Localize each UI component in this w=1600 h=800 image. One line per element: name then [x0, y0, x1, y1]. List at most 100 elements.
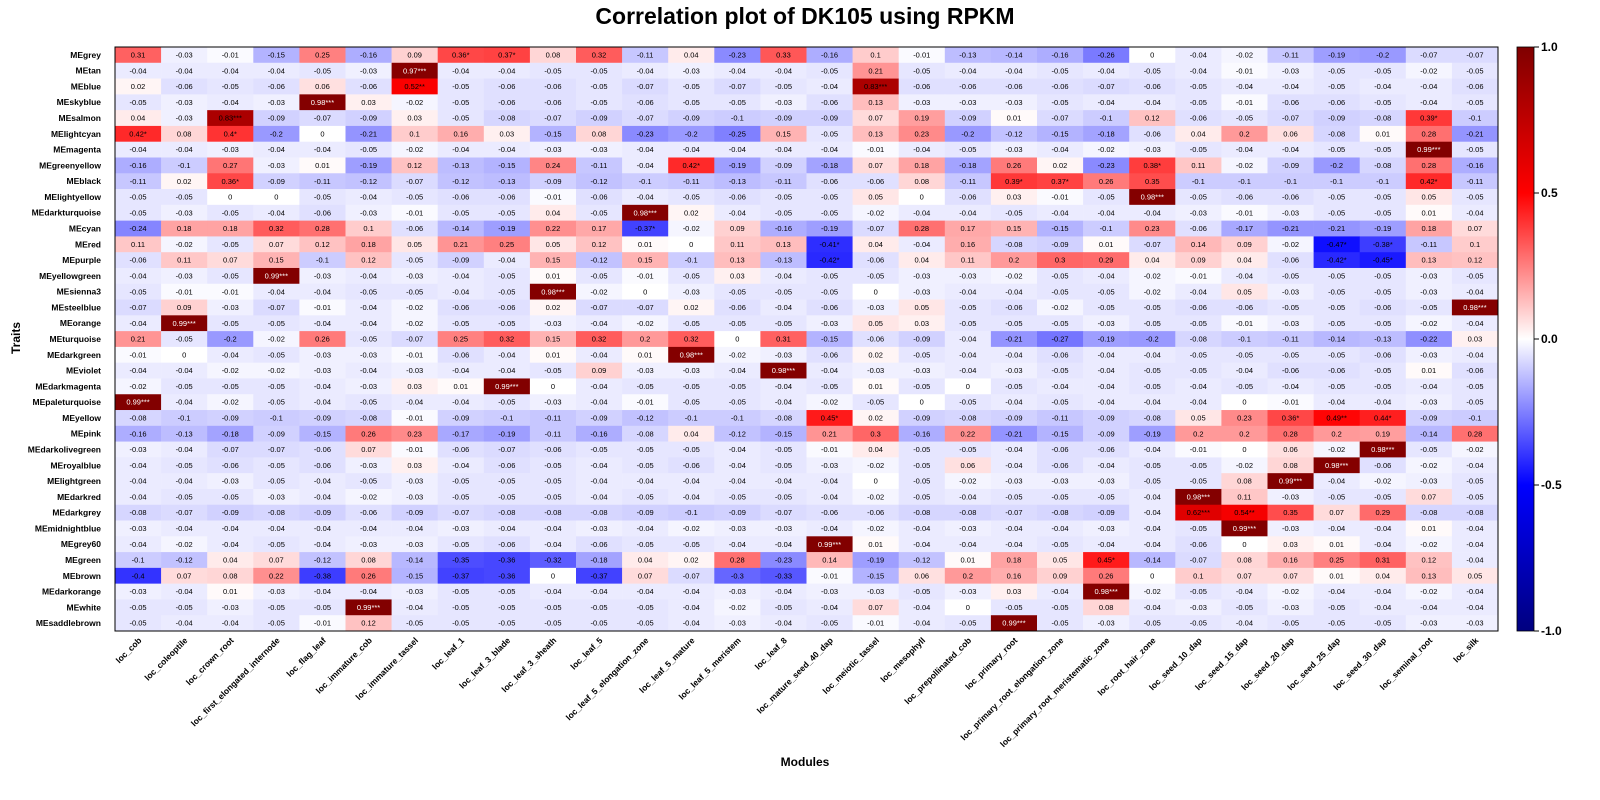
heatmap-cell: [944, 78, 992, 95]
heatmap-cell: [299, 110, 346, 127]
heatmap-cell-label: 0.04: [1145, 256, 1160, 265]
heatmap-cell: [1313, 157, 1360, 174]
heatmap-cell-label: 0.05: [1191, 414, 1206, 423]
heatmap-cell-label: -0.37: [452, 571, 469, 580]
heatmap-cell-label: 0.31: [776, 335, 791, 344]
heatmap-cell: [1313, 567, 1360, 584]
heatmap-cell: [345, 552, 392, 569]
heatmap-cell: [1267, 567, 1314, 584]
heatmap-cell-label: -0.05: [452, 619, 469, 628]
heatmap-cell: [1405, 331, 1453, 348]
heatmap-cell: [391, 299, 438, 316]
heatmap-cell: [345, 378, 392, 395]
heatmap-cell: [1083, 283, 1130, 300]
heatmap-cell: [529, 47, 577, 64]
heatmap-cell-label: -0.25: [729, 129, 746, 138]
heatmap-cell: [207, 378, 254, 395]
heatmap-cell-label: 0.01: [315, 161, 330, 170]
heatmap-cell-label: -0.06: [1098, 445, 1115, 454]
heatmap-cell-label: -0.09: [268, 114, 285, 123]
heatmap-cell-label: 0.04: [1375, 571, 1390, 580]
heatmap-cell-label: 0.08: [914, 177, 929, 186]
heatmap-cell: [1129, 252, 1176, 269]
heatmap-cell-label: -0.05: [1374, 619, 1391, 628]
heatmap-cell-label: 0.07: [177, 571, 192, 580]
heatmap-cell: [1451, 552, 1499, 569]
heatmap-cell-label: -0.05: [498, 477, 515, 486]
heatmap-cell-label: -0.04: [222, 350, 239, 359]
heatmap-cell-label: -0.08: [913, 508, 930, 517]
heatmap-cell-label: -0.02: [1466, 445, 1483, 454]
heatmap-cell: [1083, 331, 1130, 348]
heatmap-cell-label: 0.22: [961, 429, 976, 438]
heatmap-cell: [391, 157, 438, 174]
row-label: MEpaleturquoise: [33, 397, 102, 407]
heatmap-cell-label: 0.1: [870, 50, 880, 59]
heatmap-cell: [576, 441, 623, 458]
heatmap-cell: [253, 520, 300, 537]
heatmap-cell: [345, 567, 392, 584]
heatmap-cell-label: 0.18: [177, 224, 192, 233]
heatmap-cell: [437, 346, 485, 363]
heatmap-cell-label: -0.05: [452, 492, 469, 501]
heatmap-cell-label: -0.03: [222, 603, 239, 612]
heatmap-cell: [760, 615, 807, 632]
heatmap-cell-label: -0.04: [729, 366, 746, 375]
heatmap-cell-label: -0.04: [1098, 66, 1115, 75]
heatmap-cell: [944, 110, 992, 127]
heatmap-cell: [1451, 425, 1499, 442]
heatmap-cell-label: -0.05: [1466, 145, 1483, 154]
heatmap-cell-label: -0.06: [1328, 98, 1345, 107]
heatmap-cell: [299, 599, 346, 616]
heatmap-cell-label: -0.14: [452, 224, 469, 233]
heatmap-cell-label: -0.05: [913, 350, 930, 359]
heatmap-cell: [529, 346, 577, 363]
heatmap-cell-label: 0.05: [914, 303, 929, 312]
heatmap-cell: [483, 220, 531, 237]
heatmap-cell-label: -0.03: [268, 161, 285, 170]
heatmap-cell-label: -0.05: [1051, 540, 1068, 549]
heatmap-cell: [115, 362, 162, 379]
heatmap-cell-label: -0.03: [1098, 524, 1115, 533]
heatmap-cell-label: -0.05: [1328, 603, 1345, 612]
heatmap-cell: [1451, 62, 1499, 79]
heatmap-cell: [1083, 441, 1130, 458]
heatmap-cell-label: -0.05: [176, 193, 193, 202]
heatmap-cell-label: -0.05: [1374, 382, 1391, 391]
heatmap-cell: [1221, 410, 1268, 427]
heatmap-cell-label: -0.03: [1051, 477, 1068, 486]
heatmap-cell-label: 0.11: [1191, 161, 1205, 170]
heatmap-cell-label: -0.07: [406, 335, 423, 344]
heatmap-cell-label: -0.05: [1144, 319, 1161, 328]
heatmap-cell: [576, 315, 623, 332]
heatmap-cell-label: -0.05: [1374, 66, 1391, 75]
heatmap-cell: [207, 583, 254, 600]
heatmap-cell: [483, 252, 531, 269]
heatmap-cell-label: -0.04: [590, 398, 607, 407]
heatmap-cell-label: -0.02: [222, 398, 239, 407]
heatmap-cell-label: -0.01: [821, 445, 838, 454]
heatmap-cell-label: -0.02: [1051, 303, 1068, 312]
heatmap-cell-label: -0.09: [1098, 414, 1115, 423]
heatmap-cell-label: -0.04: [1236, 619, 1253, 628]
heatmap-cell-label: 0.22: [269, 571, 284, 580]
heatmap-cell-label: -0.05: [590, 619, 607, 628]
heatmap-cell: [1083, 599, 1130, 616]
heatmap-cell: [852, 536, 899, 553]
heatmap-cell-label: 0.26: [361, 429, 376, 438]
heatmap-cell: [1221, 394, 1268, 411]
heatmap-cell-label: -0.05: [268, 350, 285, 359]
heatmap-cell-label: -0.05: [1098, 287, 1115, 296]
heatmap-cell-label: -0.01: [867, 619, 884, 628]
row-label: MEblack: [67, 176, 102, 186]
heatmap-cell-label: 0.01: [1329, 571, 1344, 580]
heatmap-cell: [1129, 567, 1176, 584]
heatmap-cell-label: -0.04: [1051, 587, 1068, 596]
heatmap-cell: [299, 520, 346, 537]
heatmap-cell-label: -0.05: [637, 382, 654, 391]
heatmap-cell-label: -0.06: [637, 98, 654, 107]
heatmap-cell: [1129, 78, 1176, 95]
heatmap-cell-label: -0.03: [821, 461, 838, 470]
heatmap-cell-label: -0.08: [959, 508, 976, 517]
heatmap-cell-label: 0: [735, 335, 739, 344]
